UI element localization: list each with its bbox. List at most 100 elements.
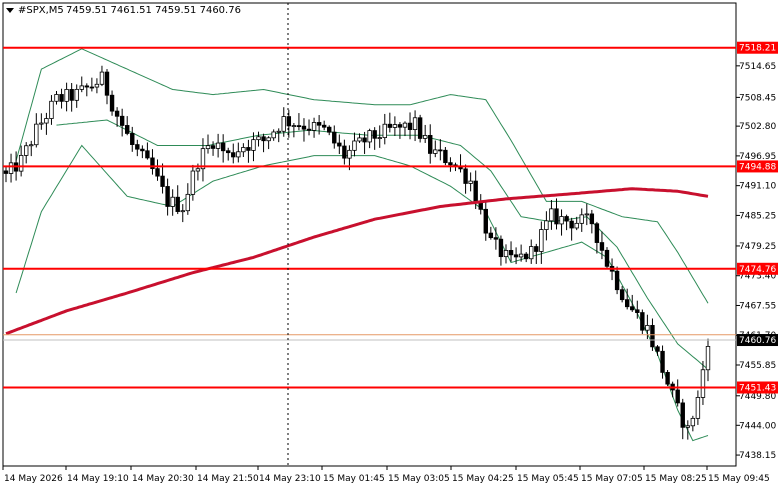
candle-bull: [347, 149, 352, 159]
candle-bull: [74, 88, 79, 101]
level-price-badge: [737, 381, 778, 394]
candle-bear: [463, 168, 468, 184]
candle-bull: [99, 71, 105, 85]
candle-bear: [397, 124, 403, 128]
candle-bull: [190, 170, 196, 195]
price-tick-label: 7485.25: [739, 211, 776, 221]
candle-bear: [619, 289, 625, 301]
level-price-badge: [737, 160, 778, 173]
bollinger-bands: [15, 48, 709, 442]
candle-bull: [544, 220, 549, 230]
candle-bull: [215, 142, 221, 149]
candle-bear: [155, 168, 160, 177]
candle-bear: [508, 250, 514, 256]
candle-bear: [150, 157, 155, 170]
candle-bull: [518, 253, 524, 258]
time-tick-label: 15 May 04:25: [452, 474, 514, 484]
candle-bull: [44, 118, 49, 124]
ma-slow-line: [5, 187, 709, 336]
dropdown-triangle-icon[interactable]: [6, 8, 14, 13]
price-tick-label: 7502.80: [739, 122, 776, 132]
level-price-label: 7474.76: [739, 265, 776, 275]
level-price-label: 7494.88: [739, 162, 776, 172]
candle-bear: [564, 216, 569, 222]
level-price-label: 7518.21: [739, 44, 776, 54]
candle-bull: [685, 425, 690, 428]
candle-bull: [34, 123, 39, 146]
price-tick-label: 7491.10: [739, 182, 776, 192]
price-tick-label: 7514.65: [739, 62, 776, 72]
candle-bear: [130, 133, 135, 145]
candle-bull: [180, 210, 185, 213]
candle-bull: [357, 137, 362, 142]
time-tick-label: 14 May 19:10: [67, 474, 129, 484]
candle-bear: [630, 306, 635, 311]
time-tick-label: 14 May 21:50: [197, 474, 259, 484]
candle-bear: [478, 202, 483, 210]
band-middle-line: [56, 119, 709, 370]
level-price-badge: [737, 41, 778, 54]
candle-bear: [306, 128, 312, 131]
candle-bear: [407, 122, 413, 130]
candle-bear: [523, 253, 529, 260]
candle-bear: [665, 371, 670, 385]
price-axis[interactable]: 7514.65 7508.45 7502.80 7496.95 7491.10 7485.…: [736, 41, 778, 461]
candle-bull: [271, 131, 276, 139]
candle-bear: [342, 145, 347, 159]
moving-average: [5, 187, 709, 336]
candle-bull: [170, 196, 175, 207]
ohlc-values: 7459.51 7461.51 7459.51 7460.76: [66, 5, 241, 16]
candle-bear: [140, 148, 145, 152]
price-tick-label: 7496.95: [739, 152, 776, 162]
candle-bull: [281, 116, 286, 132]
candle-bull: [705, 346, 711, 371]
candle-bull: [700, 369, 706, 398]
band-lower-line: [15, 144, 709, 442]
current-price-badge: [737, 334, 778, 347]
candle-bull: [256, 136, 261, 141]
candle-bull: [39, 122, 44, 125]
candle-bear: [160, 175, 165, 187]
candle-bull: [251, 139, 256, 151]
candle-bull: [433, 149, 438, 154]
level-price-badge: [737, 262, 778, 275]
symbol-label: #SPX,M5: [18, 5, 64, 16]
time-tick-label: 15 May 08:25: [645, 474, 707, 484]
time-axis[interactable]: 14 May 2026 14 May 19:10 14 May 20:30 14 Ma…: [2, 466, 770, 484]
time-tick-label: 15 May 03:05: [388, 474, 450, 484]
candle-bull: [276, 130, 281, 133]
candle-bear: [483, 208, 488, 234]
chart-header: #SPX,M5 7459.51 7461.51 7459.51 7460.76: [6, 5, 241, 16]
candle-bear: [109, 94, 115, 112]
candle-bear: [296, 125, 302, 128]
candle-bear: [438, 149, 443, 152]
candle-bull: [49, 100, 54, 119]
candle-bear: [443, 149, 448, 164]
candle-bear: [488, 232, 494, 239]
candle-bear: [604, 249, 610, 267]
candle-bear: [3, 170, 9, 174]
candle-bear: [675, 389, 680, 404]
candle-bear: [387, 123, 393, 128]
candle-bear: [327, 126, 332, 133]
candle-bull: [579, 214, 584, 224]
candle-bull: [54, 94, 59, 102]
candle-bull: [64, 89, 69, 102]
candle-bear: [594, 223, 600, 243]
candle-bear: [69, 89, 74, 101]
candle-bull: [529, 246, 534, 260]
candle-bull: [382, 123, 387, 139]
price-levels: [3, 46, 736, 389]
candle-bear: [337, 142, 342, 147]
candle-bear: [246, 147, 251, 151]
band-upper-line: [15, 48, 709, 304]
candle-bear: [226, 150, 231, 154]
candle-bear: [301, 125, 307, 130]
candle-bear: [135, 144, 140, 150]
candle-bear: [680, 402, 685, 428]
candle-bear: [569, 220, 574, 229]
candle-bull: [266, 137, 271, 142]
price-tick-label: 7449.80: [739, 392, 776, 402]
time-tick-label: 15 May 07:05: [581, 474, 643, 484]
